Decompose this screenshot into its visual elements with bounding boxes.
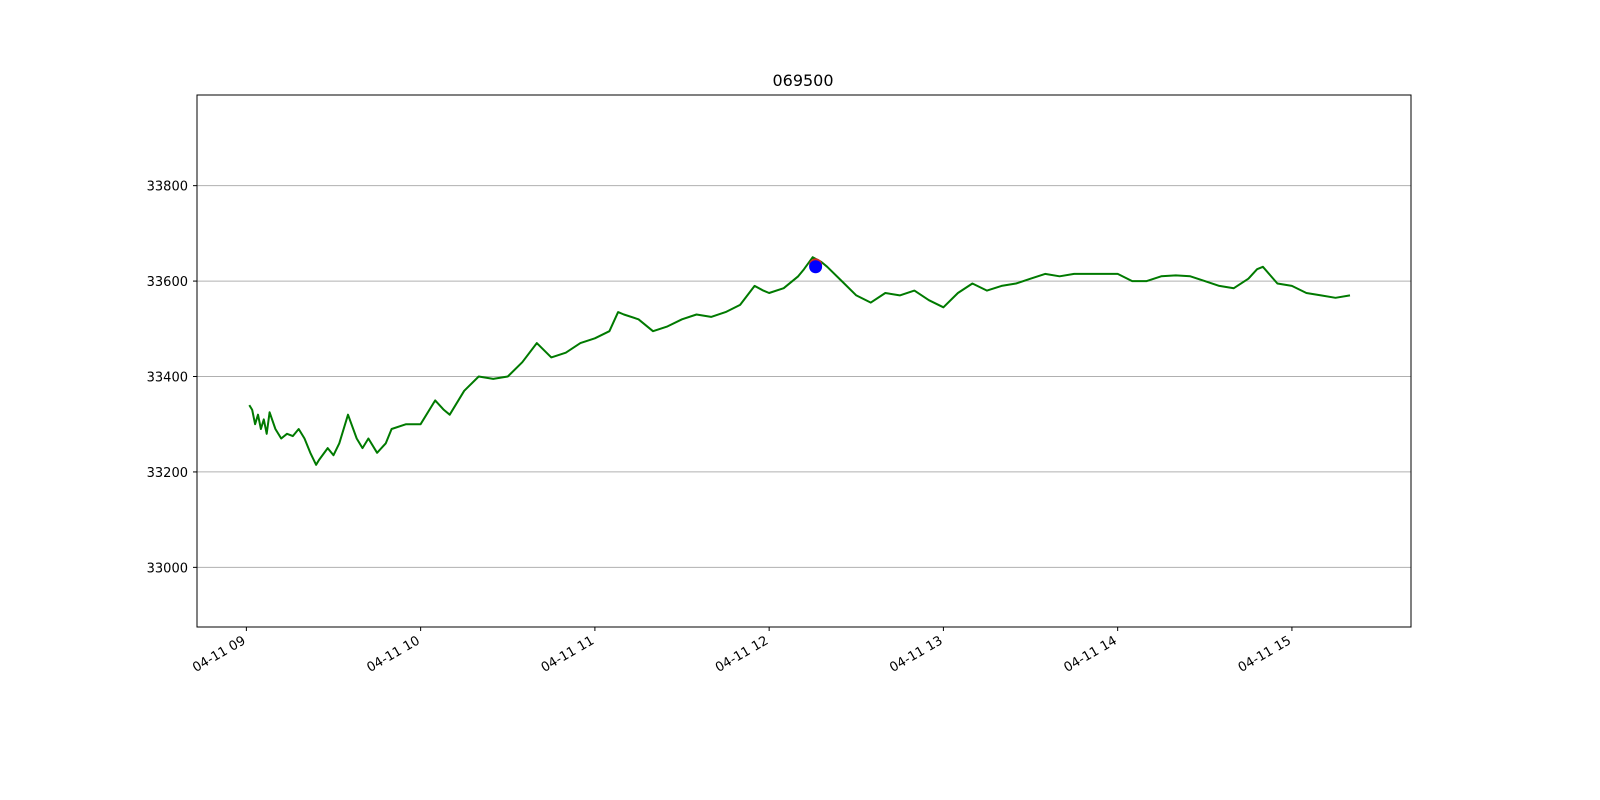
plot-frame xyxy=(196,94,1412,628)
chart-title: 069500 xyxy=(772,71,833,90)
marker-layer xyxy=(809,258,823,274)
y-tick-label: 33800 xyxy=(147,180,188,195)
y-axis: 33000 33200 33400 33600 33800 xyxy=(147,180,197,576)
y-tick-label: 33000 xyxy=(147,561,188,576)
y-tick-label: 33400 xyxy=(147,371,188,386)
y-tick-label: 33200 xyxy=(147,466,188,481)
signal-marker-blue xyxy=(809,260,823,274)
price-series-line xyxy=(248,256,1351,466)
y-tick-label: 33600 xyxy=(147,275,188,290)
grid-lines xyxy=(197,185,1411,568)
series-layer xyxy=(248,256,1351,466)
